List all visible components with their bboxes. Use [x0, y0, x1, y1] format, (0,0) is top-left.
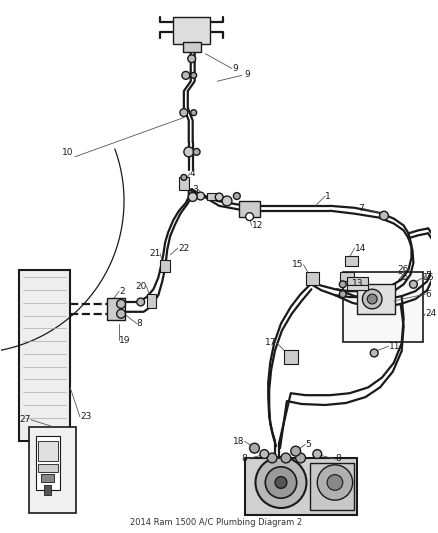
- Text: 3: 3: [192, 184, 198, 193]
- Bar: [347, 285, 368, 290]
- Circle shape: [197, 192, 205, 200]
- Bar: [38, 441, 58, 461]
- Bar: [107, 298, 125, 320]
- Circle shape: [233, 192, 240, 199]
- Text: 8: 8: [335, 455, 341, 464]
- Bar: [38, 464, 58, 472]
- Bar: [340, 272, 353, 281]
- Bar: [29, 426, 76, 513]
- Circle shape: [191, 110, 197, 116]
- Circle shape: [265, 467, 297, 498]
- Text: 16: 16: [423, 273, 435, 282]
- Circle shape: [182, 71, 190, 79]
- Circle shape: [188, 55, 196, 62]
- Text: 23: 23: [80, 412, 91, 421]
- Text: 1: 1: [325, 191, 331, 200]
- Circle shape: [291, 446, 300, 456]
- Text: 21: 21: [149, 249, 160, 259]
- Circle shape: [193, 149, 200, 155]
- Text: 20: 20: [135, 282, 147, 291]
- Bar: [208, 193, 219, 200]
- Bar: [343, 272, 423, 342]
- Circle shape: [181, 174, 187, 180]
- Circle shape: [255, 457, 307, 508]
- Bar: [43, 486, 51, 495]
- Circle shape: [191, 72, 197, 78]
- Text: 7: 7: [359, 204, 364, 213]
- Text: 5: 5: [425, 271, 431, 280]
- Bar: [345, 256, 358, 265]
- Circle shape: [250, 443, 259, 453]
- Text: 19: 19: [119, 336, 131, 345]
- Text: 4: 4: [190, 169, 195, 178]
- Circle shape: [367, 294, 377, 304]
- Text: 13: 13: [352, 279, 363, 288]
- Circle shape: [370, 349, 378, 357]
- Circle shape: [362, 289, 382, 309]
- Circle shape: [222, 196, 232, 206]
- Bar: [245, 458, 357, 515]
- Text: 25: 25: [397, 273, 409, 282]
- Text: 10: 10: [62, 148, 74, 157]
- Bar: [179, 177, 189, 190]
- Bar: [147, 294, 156, 308]
- Circle shape: [313, 450, 321, 458]
- Bar: [284, 350, 298, 364]
- Bar: [347, 278, 368, 285]
- Circle shape: [117, 300, 126, 309]
- Bar: [41, 474, 54, 481]
- Bar: [19, 270, 70, 441]
- Circle shape: [137, 298, 145, 306]
- Text: 8: 8: [137, 319, 142, 328]
- Text: 9: 9: [245, 70, 251, 79]
- Circle shape: [184, 147, 194, 157]
- Text: 5: 5: [306, 440, 311, 449]
- Circle shape: [275, 477, 287, 488]
- Circle shape: [317, 465, 353, 500]
- Text: 27: 27: [19, 415, 31, 424]
- Circle shape: [410, 280, 417, 288]
- Circle shape: [380, 211, 389, 220]
- Text: 17: 17: [265, 338, 276, 346]
- Text: 24: 24: [425, 309, 436, 318]
- Text: 6: 6: [425, 289, 431, 298]
- Circle shape: [327, 475, 343, 490]
- Bar: [306, 272, 319, 285]
- Circle shape: [339, 281, 346, 288]
- Text: 18: 18: [233, 437, 245, 446]
- Text: 26: 26: [397, 265, 409, 274]
- Circle shape: [281, 453, 291, 463]
- Circle shape: [117, 309, 126, 318]
- Text: 14: 14: [354, 244, 366, 253]
- Bar: [239, 201, 260, 216]
- Circle shape: [215, 193, 223, 201]
- Text: 8: 8: [241, 455, 247, 464]
- Text: 9: 9: [232, 64, 238, 73]
- Bar: [173, 17, 210, 44]
- Bar: [357, 284, 395, 314]
- Bar: [311, 463, 353, 510]
- Bar: [36, 437, 60, 490]
- Text: 2014 Ram 1500 A/C Plumbing Diagram 2: 2014 Ram 1500 A/C Plumbing Diagram 2: [130, 518, 302, 527]
- Circle shape: [180, 109, 188, 117]
- Circle shape: [188, 192, 197, 201]
- Circle shape: [260, 450, 269, 458]
- Bar: [183, 42, 201, 52]
- Text: 11: 11: [389, 342, 400, 351]
- Bar: [160, 260, 170, 272]
- Circle shape: [339, 290, 346, 297]
- Circle shape: [267, 453, 277, 463]
- Text: 2: 2: [119, 287, 125, 296]
- Text: 15: 15: [292, 260, 304, 269]
- Circle shape: [296, 453, 306, 463]
- Circle shape: [246, 213, 254, 221]
- Text: 12: 12: [251, 221, 263, 230]
- Text: 22: 22: [178, 244, 189, 253]
